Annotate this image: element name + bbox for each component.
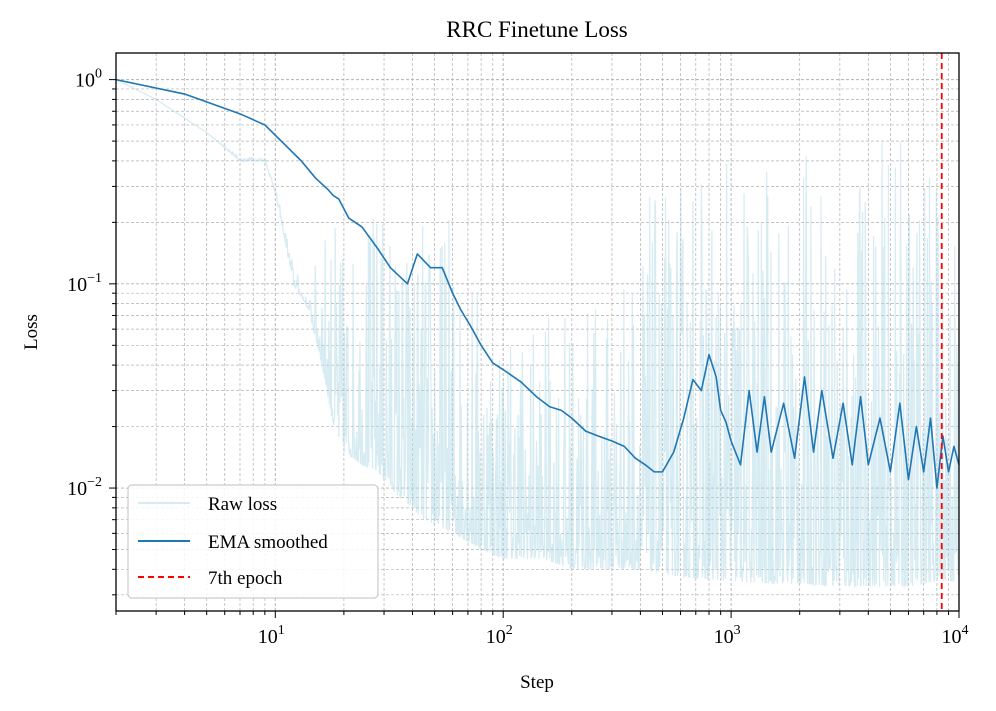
x-axis-ticks: 101 102 103 104 — [115, 611, 969, 648]
ema-smoothed-series — [115, 78, 960, 489]
legend-ema-label: EMA smoothed — [208, 532, 328, 553]
plot-frame — [115, 52, 960, 612]
raw-loss-series — [115, 79, 960, 589]
legend-raw-loss-label: Raw loss — [208, 494, 277, 515]
legend-box — [127, 484, 379, 599]
y-tick-label: 100 — [75, 67, 102, 92]
x-tick-label: 102 — [486, 623, 513, 648]
raw-loss-line — [115, 79, 960, 589]
x-tick-label: 104 — [942, 623, 969, 648]
y-axis-ticks: 100 10−1 10−2 — [67, 67, 116, 596]
y-axis-label: Loss — [21, 314, 42, 350]
chart-title: RRC Finetune Loss — [446, 17, 628, 42]
x-tick-label: 103 — [714, 623, 741, 648]
x-axis-label: Step — [520, 672, 554, 693]
legend: Raw loss EMA smoothed 7th epoch — [127, 484, 379, 599]
legend-epoch-label: 7th epoch — [208, 568, 283, 589]
y-tick-label: 10−1 — [67, 271, 102, 296]
y-tick-label: 10−2 — [67, 475, 102, 500]
x-tick-label: 101 — [258, 623, 285, 648]
ema-smoothed-line — [115, 78, 960, 489]
